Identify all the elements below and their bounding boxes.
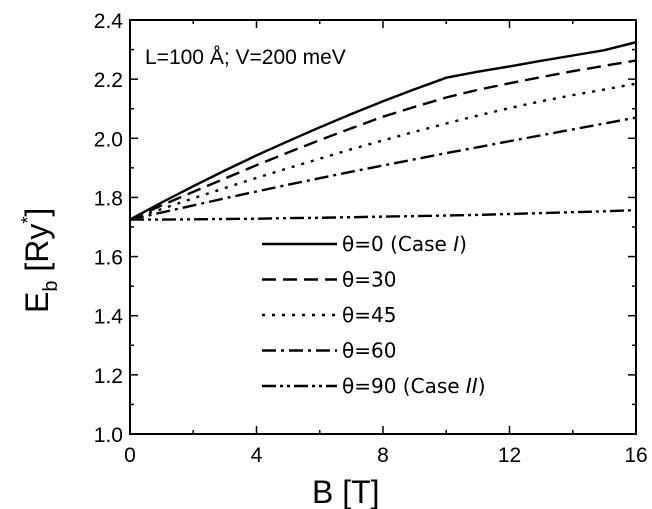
y-axis-title-base: E <box>19 292 55 313</box>
chart-annotation: L=100 Å; V=200 meV <box>145 46 346 69</box>
legend-label: θ=30 <box>342 268 396 292</box>
y-tick-label: 1.8 <box>94 187 123 210</box>
series-line <box>129 82 637 221</box>
legend-label: θ=0 (Case I) <box>342 232 467 256</box>
legend-label: θ=60 <box>342 339 396 363</box>
y-tick-label: 1.4 <box>94 306 124 329</box>
y-axis-title-sup: * <box>18 217 38 224</box>
tick-labels: 0 4 8 12 16 1.0 1.2 1.4 1.6 1.8 2.0 2.2 2.4 <box>94 10 648 467</box>
y-tick-label: 2.4 <box>94 10 124 33</box>
axis-ticks <box>129 19 637 435</box>
legend: θ=0 (Case I) θ=30 θ=45 θ=60 θ=90 (Case II) <box>262 232 486 398</box>
x-tick-label: 12 <box>498 444 521 467</box>
y-tick-label: 1.6 <box>94 247 123 270</box>
y-tick-label: 2.2 <box>94 69 123 92</box>
plot-frame <box>129 19 637 435</box>
y-axis-title: Eb [Ry*] <box>18 208 62 313</box>
y-tick-label: 2.0 <box>94 128 123 151</box>
series-line <box>129 116 637 221</box>
y-tick-label: 1.0 <box>94 424 123 447</box>
series-line <box>129 59 637 221</box>
series-line <box>129 41 637 221</box>
x-axis-title: B [T] <box>312 474 380 509</box>
y-axis-title-bracket-open: [Ry <box>19 224 55 281</box>
x-tick-label: 0 <box>124 444 136 467</box>
x-tick-label: 8 <box>377 444 389 467</box>
y-axis-title-sub: b <box>40 281 62 292</box>
legend-label: θ=45 <box>342 303 396 327</box>
x-tick-label: 4 <box>251 444 263 467</box>
series-line <box>130 208 637 221</box>
x-tick-label: 16 <box>624 444 647 467</box>
y-axis-title-bracket-close: ] <box>19 208 55 217</box>
series-lines <box>129 41 637 221</box>
y-tick-label: 1.2 <box>94 365 123 388</box>
legend-label: θ=90 (Case II) <box>342 374 486 398</box>
